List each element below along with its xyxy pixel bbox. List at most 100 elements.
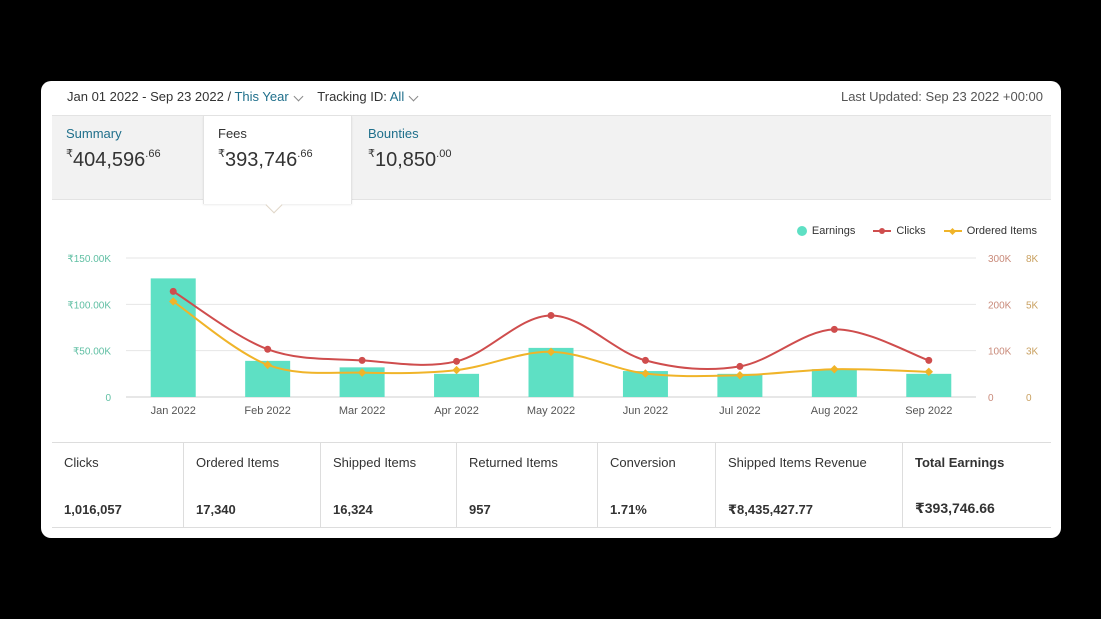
stat-clicks: Clicks 1,016,057 xyxy=(52,443,184,527)
ordered-items-swatch-icon xyxy=(943,226,962,236)
y-right-clicks-tick-label: 200K xyxy=(988,300,1012,311)
amount-whole: 393,746 xyxy=(225,149,298,171)
tab-label: Bounties xyxy=(368,126,419,141)
chevron-down-icon[interactable] xyxy=(408,91,419,102)
y-left-tick-label: ₹50.00K xyxy=(73,347,111,358)
filter-bar: Jan 01 2022 - Sep 23 2022 / This Year Tr… xyxy=(67,89,423,104)
y-left-tick-label: 0 xyxy=(105,393,111,404)
earnings-bar xyxy=(434,373,480,397)
stat-value: ₹8,435,427.77 xyxy=(728,502,813,517)
tracking-id-dropdown[interactable]: All xyxy=(389,89,405,104)
currency-symbol: ₹ xyxy=(218,148,225,160)
legend-label: Earnings xyxy=(811,225,856,237)
clicks-point xyxy=(925,356,933,364)
tab-amount: ₹10,850.00 xyxy=(368,147,490,172)
stat-label: Clicks xyxy=(64,455,99,470)
clicks-point xyxy=(736,362,744,370)
currency-symbol: ₹ xyxy=(66,148,73,160)
amount-decimal: .00 xyxy=(436,148,452,160)
chart-plot: 0 ₹50.00K ₹100.00K ₹150.00K 0 100K 200K 300K 0 3K… xyxy=(67,254,1039,417)
y-right-clicks-tick-label: 100K xyxy=(988,347,1012,358)
earnings-bar xyxy=(150,278,196,397)
summary-tabs: Summary ₹404,596.66 Fees ₹393,746.66 Bou… xyxy=(52,115,1051,204)
ordered-items-point xyxy=(168,297,178,306)
x-tick-label: May 2022 xyxy=(527,405,575,417)
earnings-chart: Earnings Clicks Ordered Items 0 ₹50.00K ₹1… xyxy=(41,201,1061,441)
ordered-items-point xyxy=(924,367,934,377)
date-range: Jan 01 2022 - Sep 23 2022 / xyxy=(67,89,235,104)
x-tick-label: Sep 2022 xyxy=(905,405,952,417)
earnings-bar xyxy=(717,373,763,397)
clicks-swatch-icon xyxy=(873,226,892,236)
clicks-point xyxy=(169,287,177,295)
clicks-point xyxy=(358,356,366,364)
earnings-bar xyxy=(906,373,952,397)
tab-summary[interactable]: Summary ₹404,596.66 xyxy=(52,116,203,201)
stat-total-earnings: Total Earnings ₹393,746.66 xyxy=(903,443,1051,527)
legend-earnings[interactable]: Earnings xyxy=(796,225,856,237)
stat-label: Total Earnings xyxy=(915,455,1005,470)
last-updated: Last Updated: Sep 23 2022 +00:00 xyxy=(840,89,1043,104)
x-tick-label: Feb 2022 xyxy=(244,405,290,417)
report-header: Jan 01 2022 - Sep 23 2022 / This Year Tr… xyxy=(41,81,1061,115)
x-tick-label: Aug 2022 xyxy=(811,405,858,417)
stat-label: Shipped Items xyxy=(333,455,417,470)
stat-label: Conversion xyxy=(610,455,676,470)
ordered-items-point xyxy=(357,368,367,377)
legend-ordered-items[interactable]: Ordered Items xyxy=(943,225,1037,237)
earnings-bar xyxy=(811,369,857,397)
stat-value: 1.71% xyxy=(610,502,647,517)
clicks-point xyxy=(641,356,649,364)
ordered-items-point xyxy=(735,371,745,380)
stat-ordered-items: Ordered Items 17,340 xyxy=(184,443,321,527)
amount-whole: 404,596 xyxy=(73,149,146,171)
amount-decimal: .66 xyxy=(297,148,313,160)
stat-returned-items: Returned Items 957 xyxy=(457,443,598,527)
tab-label: Summary xyxy=(66,126,122,141)
x-tick-label: Jul 2022 xyxy=(719,405,761,417)
y-right-ordered-tick-label: 0 xyxy=(1026,393,1032,404)
clicks-point xyxy=(830,325,838,333)
y-right-ordered-tick-label: 5K xyxy=(1026,300,1039,311)
tab-bounties[interactable]: Bounties ₹10,850.00 xyxy=(354,116,504,201)
chevron-down-icon[interactable] xyxy=(293,91,304,102)
ordered-items-point xyxy=(263,360,272,370)
y-right-clicks-tick-label: 0 xyxy=(988,393,994,404)
earnings-bar xyxy=(528,347,574,397)
x-tick-label: Jan 2022 xyxy=(151,405,196,417)
stat-value: 1,016,057 xyxy=(64,502,122,517)
earnings-swatch-icon xyxy=(796,226,807,236)
x-tick-label: Apr 2022 xyxy=(434,405,479,417)
legend-clicks[interactable]: Clicks xyxy=(873,225,926,237)
ordered-items-point xyxy=(452,365,461,375)
y-right-clicks-tick-label: 300K xyxy=(988,254,1012,265)
tab-label: Fees xyxy=(218,126,247,141)
tab-fees[interactable]: Fees ₹393,746.66 xyxy=(203,116,352,204)
currency-symbol: ₹ xyxy=(368,148,375,160)
chart-legend: Earnings Clicks Ordered Items xyxy=(796,225,1037,237)
stats-row: Clicks 1,016,057 Ordered Items 17,340 Sh… xyxy=(52,442,1051,528)
y-left-tick-label: ₹150.00K xyxy=(67,254,111,265)
stat-conversion: Conversion 1.71% xyxy=(598,443,716,527)
stat-value: 957 xyxy=(469,502,491,517)
stat-label: Returned Items xyxy=(469,455,558,470)
y-right-ordered-tick-label: 3K xyxy=(1026,347,1039,358)
legend-label: Clicks xyxy=(896,225,926,237)
period-dropdown[interactable]: This Year xyxy=(234,89,289,104)
stat-value: 17,340 xyxy=(196,502,236,517)
stat-value: ₹393,746.66 xyxy=(915,500,995,516)
stat-value: 16,324 xyxy=(333,502,373,517)
y-left-tick-label: ₹100.00K xyxy=(67,300,111,311)
tab-amount: ₹393,746.66 xyxy=(218,147,337,172)
stat-shipped-items: Shipped Items 16,324 xyxy=(321,443,457,527)
x-tick-label: Mar 2022 xyxy=(339,405,385,417)
amount-whole: 10,850 xyxy=(375,149,437,171)
y-right-ordered-tick-label: 8K xyxy=(1026,254,1039,265)
tracking-id-label: Tracking ID: xyxy=(317,89,390,104)
amount-decimal: .66 xyxy=(145,148,161,160)
stat-shipped-revenue: Shipped Items Revenue ₹8,435,427.77 xyxy=(716,443,903,527)
clicks-point xyxy=(547,311,555,319)
clicks-point xyxy=(264,345,272,353)
clicks-point xyxy=(453,357,461,365)
